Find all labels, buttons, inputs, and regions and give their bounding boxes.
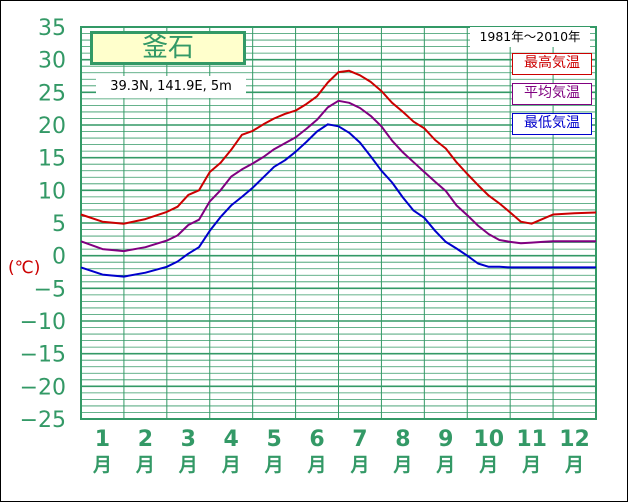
- y-tick-label: −25: [20, 408, 66, 433]
- x-tick-unit: 月: [135, 454, 155, 476]
- x-tick-unit: 月: [264, 454, 284, 476]
- x-tick-label: 6: [309, 427, 324, 452]
- x-tick-label: 9: [438, 427, 453, 452]
- x-tick-unit: 月: [478, 454, 498, 476]
- x-tick-label: 2: [138, 427, 153, 452]
- x-tick-unit: 月: [521, 454, 541, 476]
- x-tick-unit: 月: [307, 454, 327, 476]
- y-axis-ticks: 35 30 25 20 15 10 5 0 −5 −10 −15 −20 −25: [20, 16, 66, 433]
- x-tick-unit: 月: [92, 454, 112, 476]
- legend-max-temp: 最高気温: [512, 53, 592, 75]
- y-tick-label: 25: [38, 81, 66, 106]
- y-tick-label: 20: [38, 114, 66, 139]
- x-tick-label: 11: [516, 427, 547, 452]
- legend-min-temp: 最低気温: [512, 113, 592, 135]
- x-tick-label: 7: [352, 427, 367, 452]
- y-tick-label: 5: [52, 212, 66, 237]
- y-axis-unit: (℃): [8, 258, 41, 278]
- period-label: 1981年〜2010年: [470, 27, 590, 47]
- legend-avg-temp: 平均気温: [512, 83, 592, 105]
- y-tick-label: −5: [34, 277, 66, 302]
- series: [80, 69, 597, 278]
- y-tick-label: 0: [52, 245, 66, 270]
- station-coords: 39.3N, 141.9E, 5m: [96, 76, 246, 98]
- y-tick-label: 30: [38, 49, 66, 74]
- x-tick-unit: 月: [221, 454, 241, 476]
- y-tick-label: 15: [38, 147, 66, 172]
- y-tick-label: 35: [38, 16, 66, 41]
- x-tick-unit: 月: [349, 454, 369, 476]
- x-tick-unit: 月: [564, 454, 584, 476]
- y-tick-label: −10: [20, 310, 66, 335]
- x-tick-label: 12: [559, 427, 590, 452]
- x-tick-unit: 月: [178, 454, 198, 476]
- y-tick-label: 10: [38, 179, 66, 204]
- x-tick-label: 8: [395, 427, 410, 452]
- x-tick-label: 3: [181, 427, 196, 452]
- series-line-min: [80, 123, 596, 278]
- series-line-avg: [80, 99, 596, 253]
- x-tick-label: 1: [95, 427, 110, 452]
- x-tick-unit: 月: [435, 454, 455, 476]
- x-tick-label: 5: [266, 427, 281, 452]
- y-tick-label: −20: [20, 375, 66, 400]
- series-line-max: [80, 69, 597, 225]
- station-name: 釜石: [90, 31, 246, 65]
- x-tick-label: 4: [224, 427, 239, 452]
- y-tick-label: −15: [20, 343, 66, 368]
- x-tick-label: 10: [473, 427, 504, 452]
- x-tick-unit: 月: [392, 454, 412, 476]
